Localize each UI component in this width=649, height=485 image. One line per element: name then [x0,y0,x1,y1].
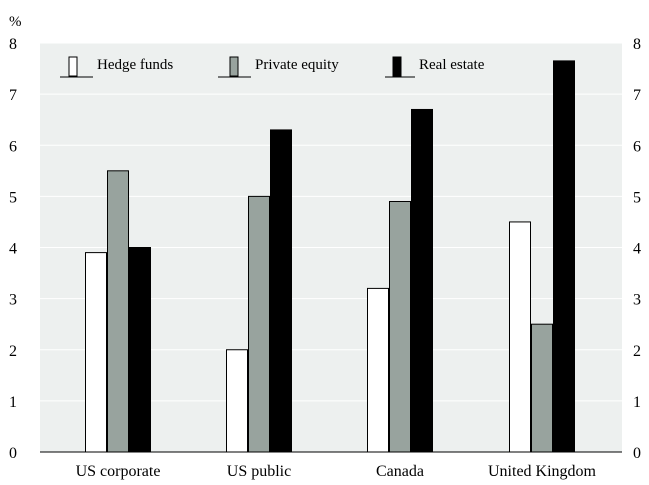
y-tick-label-left: 1 [9,394,17,411]
y-tick-label-right: 6 [633,138,641,155]
bar-hedge-funds-canada [367,287,389,453]
legend-swatch-real-estate [392,56,402,77]
bar-private-equity-united-kingdom [531,323,553,453]
y-tick-labels-left: 0 1 2 3 4 5 6 7 8 [9,36,17,462]
bar-private-equity-us-corporate [107,170,129,453]
legend-label-real-estate: Real estate [419,57,485,73]
y-tick-labels-right: 0 1 2 3 4 5 6 7 8 [633,36,641,462]
x-tick-label: United Kingdom [488,463,597,480]
bar-real-estate-canada [411,108,433,453]
y-tick-label-left: 2 [9,343,17,360]
y-tick-label-right: 4 [633,241,641,258]
bar-real-estate-us-public [270,129,292,453]
x-tick-label: Canada [376,463,424,480]
y-tick-label-right: 2 [633,343,641,360]
bar-private-equity-us-public [248,195,270,453]
y-tick-label-right: 0 [633,445,641,462]
y-tick-label-left: 0 [9,445,17,462]
bar-real-estate-us-corporate [129,247,151,453]
bar-hedge-funds-us-public [226,349,248,453]
y-tick-label-left: 4 [9,241,17,258]
y-tick-label-left: 5 [9,189,17,206]
y-tick-label-right: 8 [633,36,641,53]
y-tick-label-left: 7 [9,87,17,104]
unit-label: % [9,14,22,30]
legend-label-hedge-funds: Hedge funds [97,57,173,73]
y-tick-label-right: 5 [633,189,641,206]
bar-hedge-funds-us-corporate [85,252,107,453]
y-tick-label-right: 7 [633,87,641,104]
bar-private-equity-canada [389,200,411,453]
y-tick-label-left: 3 [9,292,17,309]
y-tick-label-left: 6 [9,138,17,155]
x-tick-label: US public [227,463,291,480]
bar-real-estate-united-kingdom [553,60,575,453]
y-tick-label-right: 1 [633,394,641,411]
legend: Hedge funds Private equity Real estate [60,56,485,78]
x-tick-labels: US corporate US public Canada United Kingdo… [76,463,597,480]
legend-label-private-equity: Private equity [255,57,339,73]
legend-swatch-hedge-funds [68,56,78,77]
legend-item-hedge-funds: Hedge funds [60,56,173,78]
y-tick-label-left: 8 [9,36,17,53]
legend-item-real-estate: Real estate [385,56,485,78]
legend-item-private-equity: Private equity [218,56,339,78]
legend-swatch-private-equity [229,56,239,77]
x-tick-label: US corporate [76,463,161,480]
y-tick-label-right: 3 [633,292,641,309]
bar-hedge-funds-united-kingdom [509,221,531,453]
